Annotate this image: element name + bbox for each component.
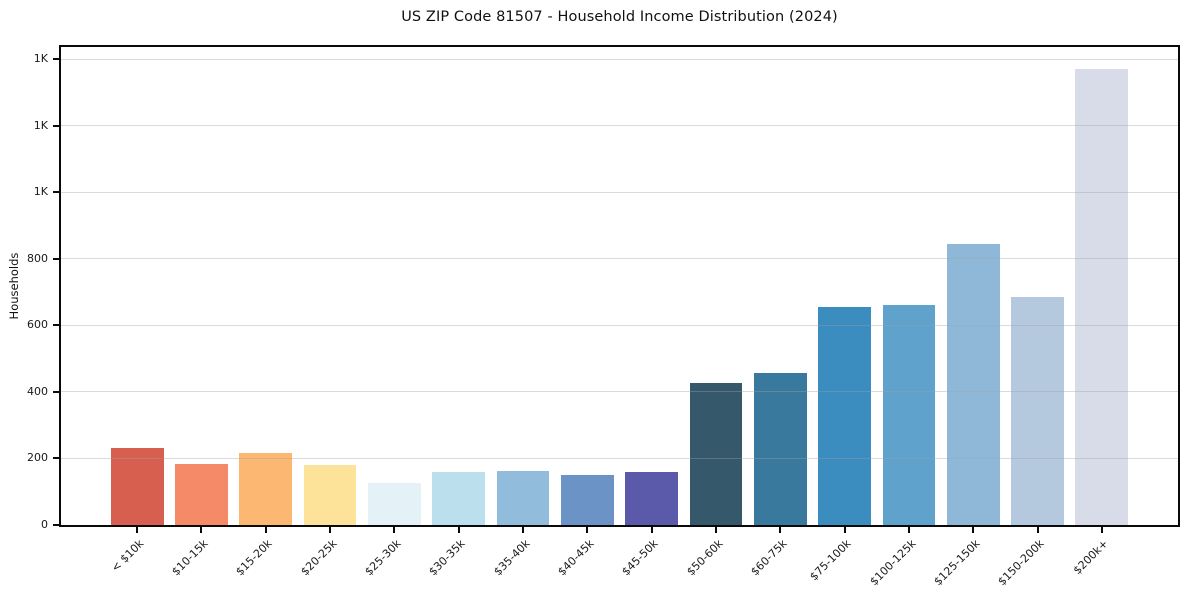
x-tick-mark	[136, 527, 139, 533]
x-tick-label: $60-75k	[748, 537, 790, 579]
x-tick-label: $40-45k	[555, 537, 597, 579]
x-tick-mark	[779, 527, 782, 533]
bar-100-125k	[882, 305, 936, 525]
x-tick-mark	[907, 527, 910, 533]
x-tick-mark	[264, 527, 267, 533]
x-tick-mark	[522, 527, 525, 533]
y-tick-label: 400	[27, 384, 48, 398]
y-tick-mark	[53, 191, 59, 194]
y-tick-mark	[53, 524, 59, 526]
x-tick-mark	[843, 527, 846, 533]
x-tick-mark	[329, 527, 332, 533]
x-tick-mark	[714, 527, 717, 533]
x-tick-mark	[1100, 527, 1103, 533]
y-tick-mark	[53, 124, 59, 127]
bar-40-45k	[560, 475, 614, 525]
bar-15-20k	[239, 453, 293, 525]
bar-10k	[110, 447, 164, 525]
bar-10-15k	[175, 464, 228, 525]
plot-area	[59, 45, 1180, 527]
y-tick-label: 600	[27, 318, 48, 332]
y-tick-label: 0	[41, 518, 48, 531]
x-tick-mark	[393, 527, 396, 533]
x-tick-label: $10-15k	[169, 537, 211, 579]
bar-layer	[61, 47, 1178, 525]
x-tick-mark	[586, 527, 589, 533]
x-tick-label: < $10k	[108, 537, 147, 575]
x-tick-label: $20-25k	[298, 537, 340, 579]
x-tick-mark	[972, 527, 975, 533]
x-tick-mark	[1036, 527, 1039, 533]
bar-150-200k	[1011, 297, 1064, 525]
x-tick-label: $30-35k	[426, 537, 468, 579]
bar-30-35k	[432, 472, 486, 525]
y-tick-mark	[53, 257, 59, 260]
bar-60-75k	[753, 372, 807, 525]
x-tick-label: $15-20k	[233, 537, 275, 579]
y-tick-mark	[53, 324, 59, 327]
x-tick-label: $35-40k	[490, 537, 533, 579]
y-tick-label: 200	[27, 451, 48, 465]
bar-25-30k	[368, 483, 421, 525]
x-tick-label: $125-150k	[931, 537, 983, 589]
x-tick-label: $150-200k	[995, 537, 1047, 589]
bar-45-50k	[625, 472, 679, 525]
x-tick-mark	[650, 527, 653, 533]
x-tick-label: $75-100k	[807, 537, 854, 584]
bar-35-40k	[496, 470, 550, 525]
y-tick-label: 1K	[33, 118, 48, 132]
bar-50-60k	[689, 382, 743, 525]
x-tick-label: $45-50k	[619, 537, 661, 579]
x-tick-label: $200k+	[1071, 537, 1112, 578]
y-tick-mark	[53, 390, 59, 393]
y-tick-label: 1K	[33, 52, 48, 66]
y-tick-mark	[53, 457, 59, 460]
bar-125-150k	[946, 243, 1000, 525]
chart-title: US ZIP Code 81507 - Household Income Dis…	[401, 9, 838, 25]
x-tick-label: $100-125k	[866, 537, 919, 589]
y-tick-label: 1K	[33, 185, 48, 199]
bar-200k	[1075, 69, 1129, 525]
x-label-layer: < $10k $10-15k $15-20k $20-25k $25-30k $30-35…	[59, 537, 1180, 590]
y-tick-mark	[53, 58, 59, 61]
bar-75-100k	[818, 307, 871, 525]
y-tick-label: 800	[27, 251, 48, 265]
x-tick-label: $25-30k	[362, 537, 404, 579]
x-tick-mark	[457, 527, 460, 533]
x-tick-mark	[200, 527, 203, 533]
bar-20-25k	[303, 465, 357, 525]
x-tick-label: $50-60k	[683, 537, 726, 579]
